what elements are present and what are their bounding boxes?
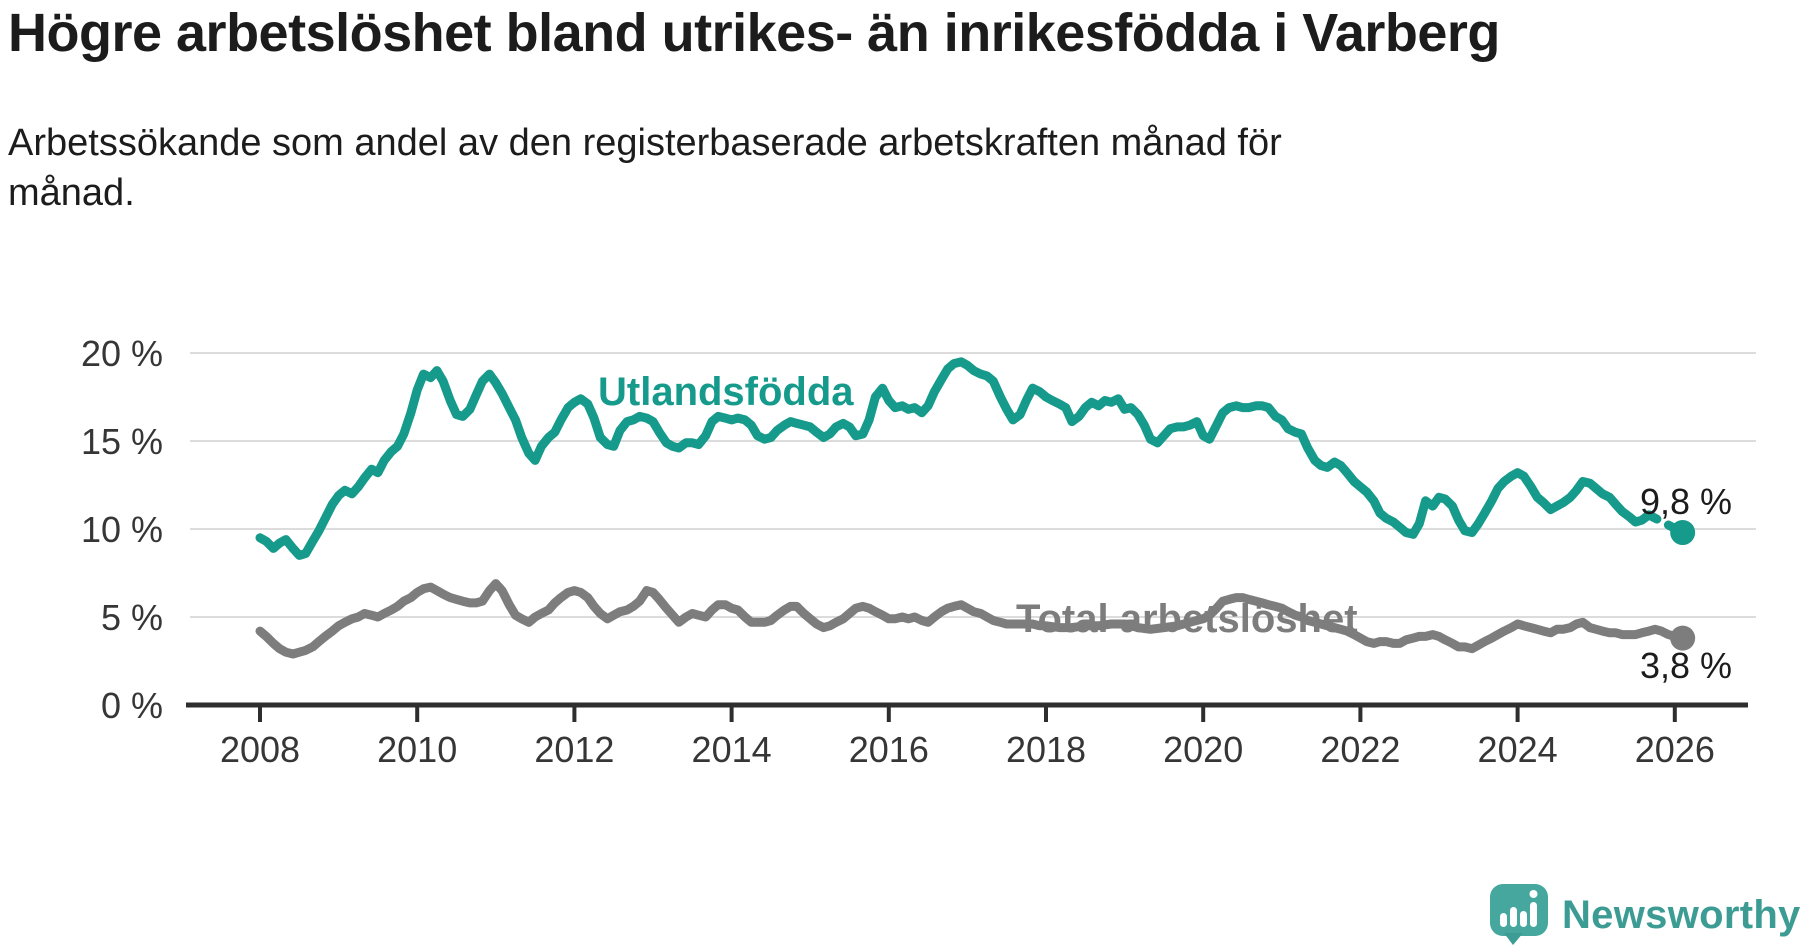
svg-text:2014: 2014 [692,729,772,770]
newsworthy-logo: Newsworthy [1490,884,1800,946]
series-label-utlandsfodda: Utlandsfödda [598,370,854,414]
page-title: Högre arbetslöshet bland utrikes- än inr… [8,3,1500,63]
svg-text:2026: 2026 [1635,729,1715,770]
svg-text:2010: 2010 [377,729,457,770]
svg-text:10 %: 10 % [81,509,163,550]
svg-text:15 %: 15 % [81,421,163,462]
svg-text:2016: 2016 [849,729,929,770]
end-value-label-total: 3,8 % [1639,645,1732,686]
svg-text:5 %: 5 % [101,597,163,638]
chart-subtitle: Arbetssökande som andel av den registerb… [8,122,1282,215]
svg-text:2024: 2024 [1478,729,1558,770]
svg-text:2022: 2022 [1320,729,1400,770]
svg-text:2008: 2008 [220,729,300,770]
svg-text:0 %: 0 % [101,685,163,726]
svg-text:2018: 2018 [1006,729,1086,770]
newsworthy-logo-icon [1490,884,1548,945]
end-value-label-utlandsfodda: 9,8 % [1639,481,1732,522]
svg-text:2020: 2020 [1163,729,1243,770]
svg-text:20 %: 20 % [81,333,163,374]
svg-text:2012: 2012 [534,729,614,770]
newsworthy-logo-text: Newsworthy [1562,892,1800,937]
series-label-total-arbetsloshet: Total arbetslöshet [1016,597,1358,641]
